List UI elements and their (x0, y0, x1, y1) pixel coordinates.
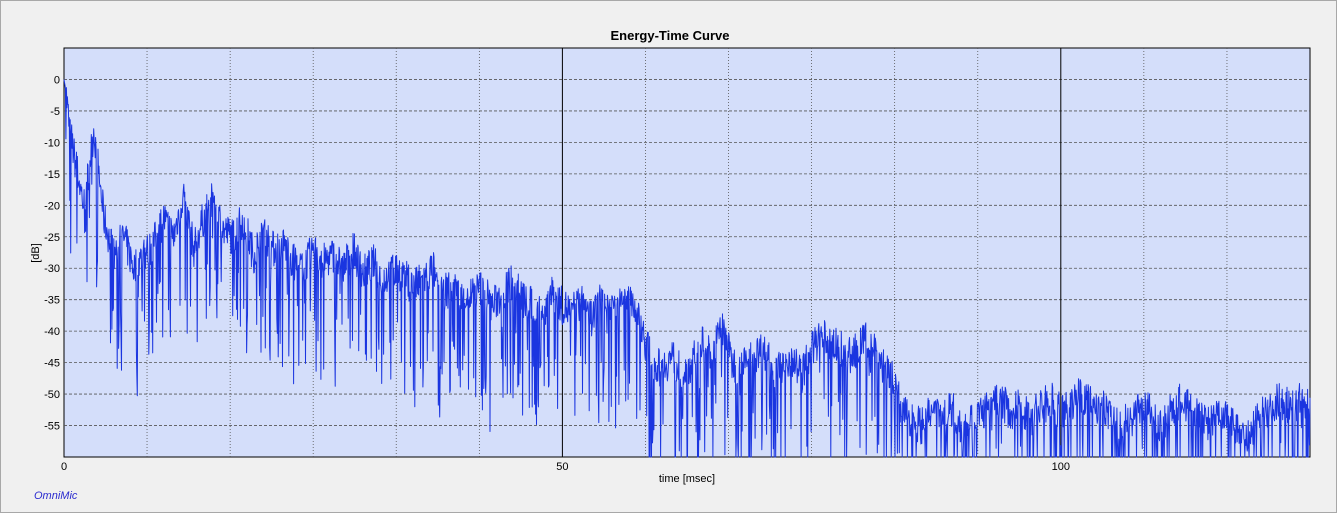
y-axis-ticks: 0 -5 -10 -15 -20 -25 -30 -35 -40 -45 -50 -55 (44, 74, 60, 432)
y-tick-label: -25 (44, 232, 60, 244)
x-axis-ticks: 0 50 100 (61, 461, 1070, 473)
x-tick-label: 100 (1052, 461, 1070, 473)
chart-title: Energy-Time Curve (611, 28, 730, 43)
y-tick-label: -5 (50, 106, 60, 118)
y-tick-label: -45 (44, 358, 60, 370)
y-tick-label: -15 (44, 169, 60, 181)
x-tick-label: 50 (556, 461, 568, 473)
y-axis-label: [dB] (30, 243, 42, 263)
grid-lines (64, 48, 1310, 457)
y-tick-label: -20 (44, 200, 60, 212)
series-line (63, 79, 1311, 458)
x-axis-label: time [msec] (659, 473, 715, 485)
y-tick-label: 0 (54, 74, 60, 86)
y-tick-label: -10 (44, 137, 60, 149)
y-tick-label: -50 (44, 389, 60, 401)
brand-label: OmniMic (34, 490, 78, 502)
y-tick-label: -40 (44, 326, 60, 338)
y-tick-label: -35 (44, 295, 60, 307)
y-tick-label: -55 (44, 421, 60, 433)
y-tick-label: -30 (44, 263, 60, 275)
x-tick-label: 0 (61, 461, 67, 473)
